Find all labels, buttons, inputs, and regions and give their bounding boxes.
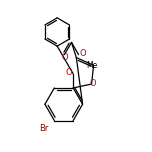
Text: Me: Me: [86, 61, 98, 70]
Text: O: O: [79, 49, 86, 58]
Text: Br: Br: [39, 124, 48, 133]
Text: O: O: [89, 79, 96, 88]
Text: O: O: [61, 53, 68, 62]
Text: O: O: [65, 68, 72, 77]
